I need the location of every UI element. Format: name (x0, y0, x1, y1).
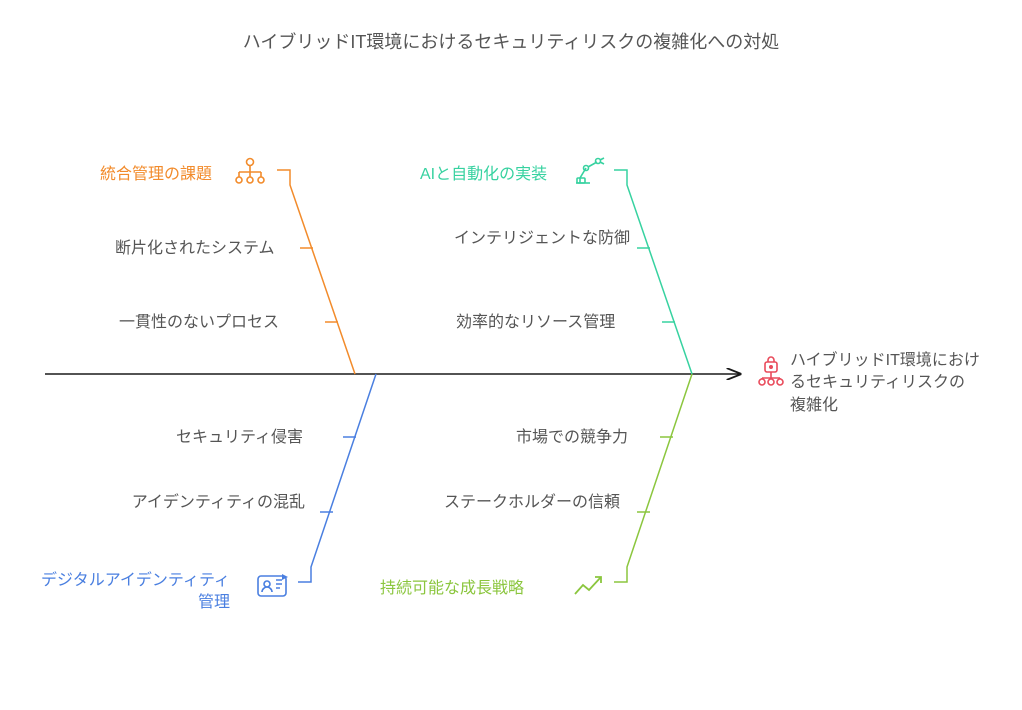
branch-b1-path (277, 170, 355, 374)
branch-b4-path (614, 374, 692, 582)
network-lock-icon (759, 357, 783, 385)
bone-b3-1-label: アイデンティティの混乱 (105, 492, 305, 514)
branch-b2-label: AIと自動化の実装 (420, 164, 547, 186)
branch-b1-label: 統合管理の課題 (100, 164, 212, 186)
bone-b2-0-label: インテリジェントな防御 (430, 228, 630, 250)
bone-b1-1-label: 一貫性のないプロセス (119, 312, 279, 334)
hierarchy-icon (236, 159, 264, 184)
branch-b3-path (298, 374, 376, 582)
branch-b2-path (614, 170, 692, 374)
head-label: ハイブリッドIT環境におけるセキュリティリスクの複雑化 (790, 350, 980, 417)
bone-b1-0-label: 断片化されたシステム (115, 238, 275, 260)
id-card-icon (258, 574, 288, 596)
branch-b4-label: 持続可能な成長戦略 (380, 578, 524, 600)
robot-arm-icon (576, 158, 604, 183)
bone-b4-1-label: ステークホルダーの信頼 (420, 492, 620, 514)
branch-b3-label: デジタルアイデンティティ管理 (40, 570, 230, 615)
bone-b2-1-label: 効率的なリソース管理 (456, 312, 615, 334)
bone-b4-0-label: 市場での競争力 (516, 427, 628, 449)
bone-b3-0-label: セキュリティ侵害 (176, 427, 303, 449)
trend-up-icon (575, 577, 601, 594)
